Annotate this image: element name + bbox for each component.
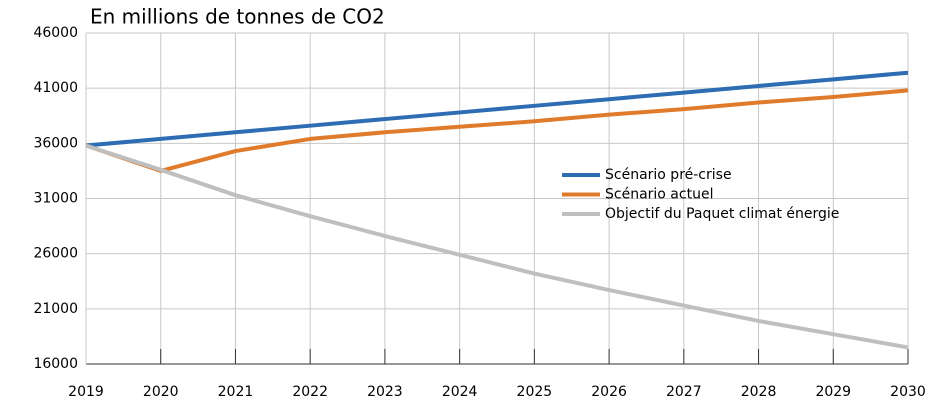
y-tick-label: 41000	[33, 80, 78, 96]
y-tick-label: 31000	[33, 191, 78, 207]
x-tick-label: 2029	[815, 384, 851, 400]
x-tick-label: 2019	[68, 384, 104, 400]
series-line	[85, 70, 909, 148]
x-tick-label: 2020	[143, 384, 179, 400]
y-tick-label: 21000	[33, 301, 78, 317]
series-line	[85, 143, 909, 350]
x-tick-label: 2021	[218, 384, 254, 400]
y-tick-label: 26000	[33, 246, 78, 262]
x-tick-label: 2030	[890, 384, 926, 400]
y-tick-label: 36000	[33, 135, 78, 151]
x-tick-label: 2022	[292, 384, 328, 400]
chart-title: En millions de tonnes de CO2	[90, 5, 385, 29]
x-tick-label: 2027	[666, 384, 702, 400]
y-tick-label: 16000	[33, 356, 78, 372]
x-tick-label: 2028	[741, 384, 777, 400]
x-tick-label: 2024	[442, 384, 478, 400]
x-tick-label: 2023	[367, 384, 403, 400]
series-line	[85, 88, 909, 173]
legend-label: Scénario actuel	[605, 187, 713, 203]
legend-label: Objectif du Paquet climat énergie	[605, 206, 839, 222]
legend-label: Scénario pré-crise	[605, 167, 732, 183]
x-tick-label: 2026	[591, 384, 627, 400]
x-tick-label: 2025	[517, 384, 553, 400]
y-tick-label: 46000	[33, 25, 78, 41]
